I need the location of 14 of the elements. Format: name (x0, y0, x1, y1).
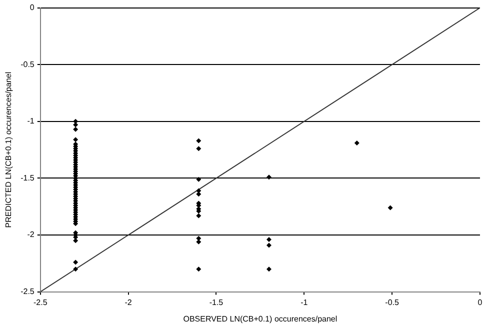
x-tick-label: 0 (478, 298, 483, 307)
x-axis-title: OBSERVED LN(CB+0.1) occurences/panel (183, 314, 338, 324)
y-tick-label: 0 (30, 3, 35, 12)
y-axis-title: PREDICTED LN(CB+0.1) occurences/panel (4, 72, 14, 228)
x-tick-label: -2.5 (33, 298, 48, 307)
x-tick-label: -1 (300, 298, 308, 307)
y-tick-label: -2.5 (20, 287, 35, 296)
x-tick-label: -2 (124, 298, 132, 307)
y-tick-label: -1 (27, 116, 35, 126)
x-tick-label: -0.5 (385, 298, 400, 307)
y-tick-label: -0.5 (20, 60, 35, 69)
y-tick-label: -2 (27, 230, 35, 240)
y-tick-label: -1.5 (20, 173, 35, 182)
x-tick-label: -1.5 (209, 298, 224, 307)
